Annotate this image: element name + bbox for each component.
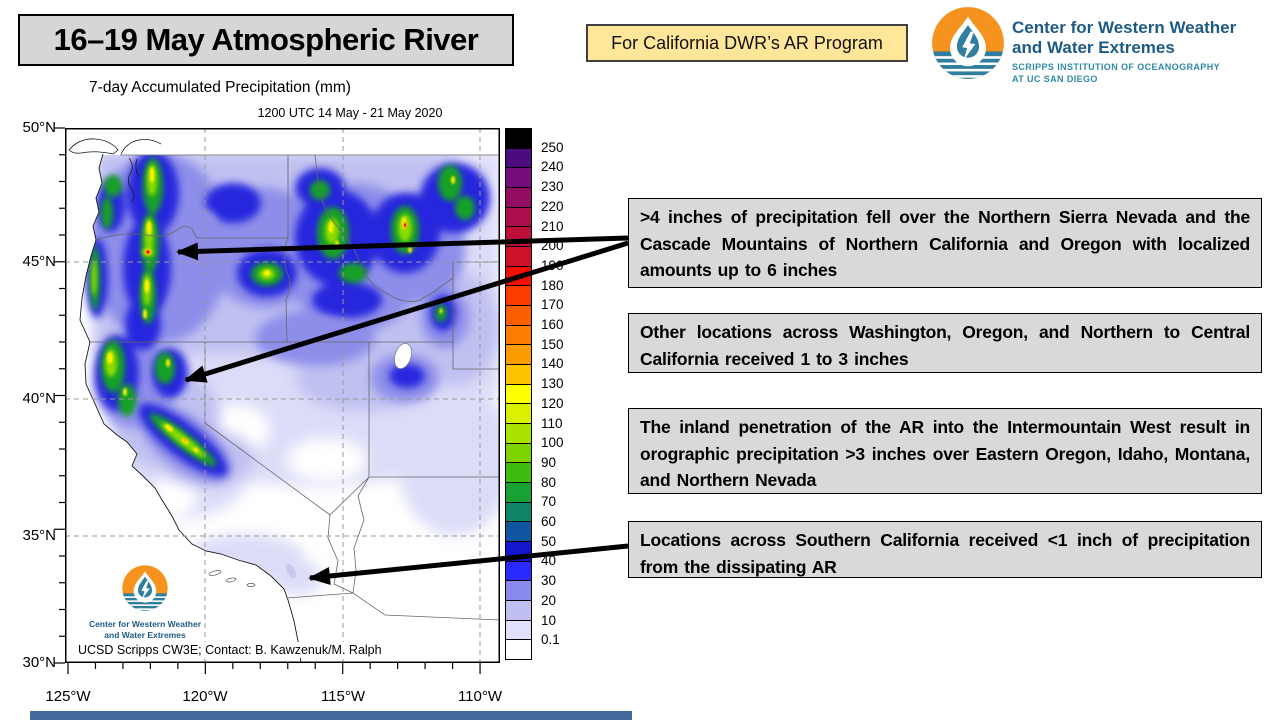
colorbar-swatch — [506, 188, 531, 208]
colorbar-swatch — [506, 620, 531, 641]
colorbar-tick-label: 70 — [541, 494, 557, 510]
colorbar-tick-label: 130 — [541, 376, 564, 392]
colorbar-tick-label: 160 — [541, 317, 564, 333]
colorbar-tick-label: 40 — [541, 553, 557, 569]
colorbar-swatch — [506, 148, 531, 169]
colorbar-tick-label: 150 — [541, 336, 564, 352]
colorbar-swatch — [506, 640, 531, 660]
colorbar-tick-label: 230 — [541, 179, 564, 195]
colorbar-swatch — [506, 424, 531, 444]
colorbar-swatch — [506, 247, 531, 267]
slide-title: 16–19 May Atmospheric River — [18, 14, 514, 66]
map-title: 7-day Accumulated Precipitation (mm) — [89, 79, 351, 96]
slide-title-text: 16–19 May Atmospheric River — [53, 22, 479, 57]
map-inner-logo: Center for Western Weather and Water Ext… — [77, 564, 213, 640]
dwr-program-box: For California DWR’s AR Program — [586, 24, 908, 62]
lon-tick-label: 115°W — [320, 688, 366, 705]
colorbar-tick-label: 170 — [541, 297, 564, 313]
state-borders — [90, 154, 500, 621]
colorbar-swatch — [506, 463, 531, 484]
annotation-other-locations: Other locations across Washington, Orego… — [628, 313, 1262, 373]
scripps-name: SCRIPPS INSTITUTION OF OCEANOGRAPHY AT U… — [1012, 62, 1221, 85]
colorbar-tick-label: 200 — [541, 238, 564, 254]
channel-islands-outline — [208, 570, 256, 587]
map-border — [65, 128, 500, 663]
lon-tick-label: 125°W — [45, 688, 91, 705]
colorbar-swatch — [506, 542, 531, 562]
lat-tick-label: 30°N — [22, 654, 56, 671]
cw3e-name: Center for Western Weather and Water Ext… — [1012, 18, 1237, 57]
map-subtitle: 1200 UTC 14 May - 21 May 2020 — [257, 106, 443, 120]
precipitation-map: Center for Western Weather and Water Ext… — [65, 128, 500, 663]
vancouver-island-outline — [68, 138, 162, 203]
inner-logo-text: Center for Western Weather and Water Ext… — [88, 619, 202, 640]
lat-tick-label: 45°N — [22, 253, 56, 270]
colorbar-tick-label: 100 — [541, 435, 564, 451]
salton-sea — [285, 563, 297, 579]
cw3e-logo-icon-small — [122, 565, 168, 611]
colorbar-swatch — [506, 384, 531, 405]
colorbar — [505, 128, 532, 660]
colorbar-swatch — [506, 581, 531, 602]
colorbar-tick-label: 210 — [541, 218, 564, 234]
colorbar-tick-label: 90 — [541, 454, 557, 470]
colorbar-swatch — [506, 306, 531, 326]
colorbar-labels: 250 240 230 220 210 200 190 180 170 160 150 140 130 1… — [541, 128, 581, 660]
colorbar-tick-label: 0.1 — [541, 632, 560, 648]
lon-tick-label: 120°W — [182, 688, 228, 705]
annotation-sierra-cascades: >4 inches of precipitation fell over the… — [628, 198, 1262, 288]
colorbar-swatch — [506, 325, 531, 346]
colorbar-tick-label: 80 — [541, 474, 557, 490]
colorbar-tick-label: 30 — [541, 573, 557, 589]
colorbar-tick-label: 240 — [541, 159, 564, 175]
colorbar-tick-label: 120 — [541, 395, 564, 411]
colorbar-swatch — [506, 443, 531, 464]
colorbar-swatch — [506, 561, 531, 582]
colorbar-swatch — [506, 502, 531, 523]
colorbar-tick-label: 220 — [541, 198, 564, 214]
lat-tick-label: 40°N — [22, 390, 56, 407]
dwr-program-text: For California DWR’s AR Program — [611, 32, 883, 53]
colorbar-swatch — [506, 129, 531, 149]
lat-tick-label: 50°N — [22, 119, 56, 136]
annotation-intermountain-west: The inland penetration of the AR into th… — [628, 408, 1262, 494]
annotation-southern-california: Locations across Southern California rec… — [628, 521, 1262, 578]
colorbar-swatch — [506, 266, 531, 287]
colorbar-tick-label: 140 — [541, 356, 564, 372]
colorbar-swatch — [506, 168, 531, 189]
bottom-accent-bar — [30, 711, 632, 720]
colorbar-tick-label: 180 — [541, 277, 564, 293]
colorbar-swatch — [506, 207, 531, 228]
cw3e-logo-icon — [932, 7, 1004, 79]
colorbar-swatch — [506, 601, 531, 621]
colorbar-tick-label: 50 — [541, 533, 557, 549]
colorbar-swatch — [506, 227, 531, 248]
colorbar-swatch — [506, 404, 531, 425]
colorbar-swatch — [506, 365, 531, 385]
colorbar-tick-label: 10 — [541, 612, 557, 628]
colorbar-swatch — [506, 522, 531, 543]
colorbar-swatch — [506, 345, 531, 366]
colorbar-tick-label: 20 — [541, 592, 557, 608]
colorbar-tick-label: 60 — [541, 514, 557, 530]
colorbar-tick-label: 250 — [541, 139, 564, 155]
coastline — [79, 153, 302, 663]
colorbar-swatch — [506, 483, 531, 503]
lightning-bolt-icon — [962, 31, 976, 61]
colorbar-swatch — [506, 286, 531, 307]
colorbar-tick-label: 190 — [541, 257, 564, 273]
colorbar-tick-label: 110 — [541, 415, 563, 431]
map-credit: UCSD Scripps CW3E; Contact: B. Kawzenuk/… — [75, 642, 385, 658]
lat-tick-label: 35°N — [22, 527, 56, 544]
cw3e-logo: Center for Western Weather and Water Ext… — [930, 5, 1275, 85]
lon-tick-label: 110°W — [457, 688, 503, 705]
